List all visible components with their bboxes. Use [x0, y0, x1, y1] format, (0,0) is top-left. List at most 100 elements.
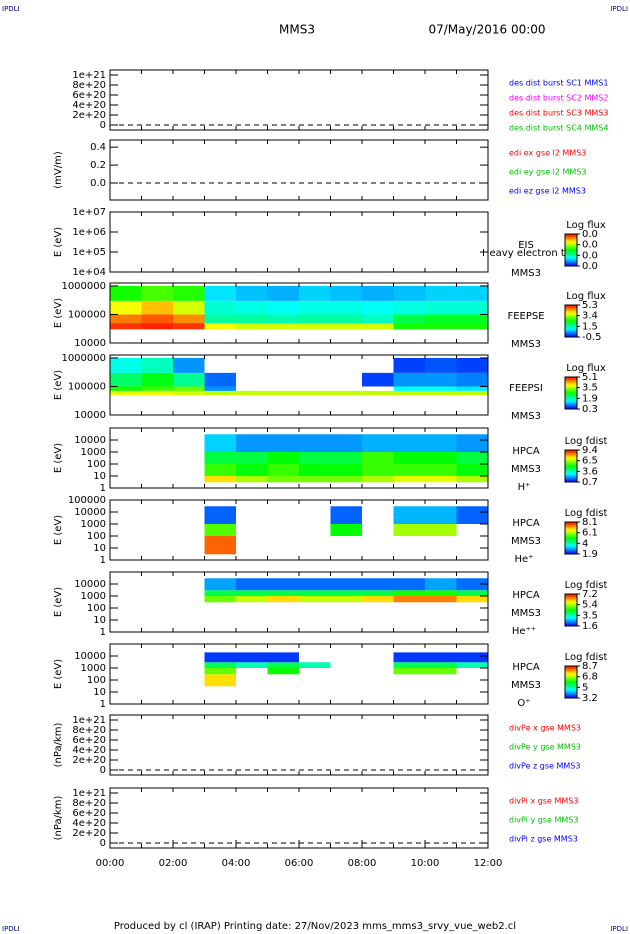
- colorbar-segment: [565, 333, 577, 336]
- spacecraft-label: MMS3: [511, 268, 541, 279]
- legend-entry: des dist burst SC1 MMS1: [509, 79, 608, 88]
- legend-entry: divPi x gse MMS3: [509, 797, 578, 806]
- colorbar-segment: [565, 614, 577, 617]
- spectrogram-cell: [362, 464, 394, 476]
- spectrogram-cell: [267, 390, 299, 396]
- spectrogram-cell: [204, 596, 236, 603]
- y-axis-label: E (eV): [53, 587, 64, 617]
- species-label: H⁺: [518, 482, 531, 493]
- colorbar-segment: [565, 611, 577, 614]
- colorbar-title: Log fdist: [565, 508, 608, 519]
- spectrogram-cell: [425, 285, 457, 301]
- colorbar-segment: [565, 308, 577, 311]
- spectrogram-cell: [204, 476, 236, 483]
- panel-frame: [109, 211, 489, 273]
- y-tick-label: 100: [87, 675, 106, 686]
- colorbar-segment: [565, 613, 577, 616]
- colorbar-segment: [565, 313, 577, 316]
- colorbar-segment: [565, 327, 577, 330]
- y-tick-label: 1: [100, 699, 106, 710]
- colorbar-segment: [565, 456, 577, 459]
- spectrogram-cell: [299, 285, 331, 301]
- spectrogram-cell: [141, 285, 173, 301]
- colorbar-segment: [565, 306, 577, 309]
- colorbar-title: Log flux: [566, 363, 606, 374]
- spectrogram-cell: [393, 314, 425, 324]
- colorbar-segment: [565, 377, 577, 380]
- spectrogram-cell: [425, 662, 457, 668]
- spectrogram-cell: [204, 285, 236, 301]
- colorbar-segment: [565, 605, 577, 608]
- y-tick-label: 100: [87, 603, 106, 614]
- spectrogram-cell: [299, 476, 331, 483]
- instrument-label: HPCA: [512, 518, 540, 529]
- colorbar-segment: [565, 453, 577, 456]
- spacecraft-label: MMS3: [511, 339, 541, 350]
- legend-entry: divPe x gse MMS3: [509, 724, 581, 733]
- species-label: He⁺⁺: [512, 626, 536, 637]
- spectrogram-cell: [393, 506, 425, 524]
- colorbar-segment: [565, 597, 577, 600]
- colorbar-title: Log fdist: [565, 580, 608, 591]
- spectrogram-cell: [236, 662, 268, 668]
- colorbar-segment: [565, 536, 577, 539]
- colorbar-segment: [565, 405, 577, 408]
- y-axis-label: E (eV): [53, 298, 64, 328]
- colorbar-segment: [565, 616, 577, 619]
- colorbar-segment: [565, 667, 577, 670]
- colorbar-tick-label: 1.6: [582, 621, 598, 632]
- colorbar-segment: [565, 534, 577, 537]
- legend-entry: des dist burst SC3 MMS3: [509, 109, 608, 118]
- panel-frame: [109, 139, 489, 201]
- colorbar-segment: [565, 670, 577, 673]
- x-tick-label: 08:00: [348, 858, 377, 869]
- colorbar-tick-label: 0.0: [582, 250, 598, 261]
- spectrogram-cell: [299, 596, 331, 603]
- spectrogram-cell: [330, 434, 362, 452]
- colorbar-segment: [565, 256, 577, 259]
- spectrogram-cell: [362, 434, 394, 452]
- colorbar-segment: [565, 470, 577, 473]
- colorbar-segment: [565, 523, 577, 526]
- colorbar-segment: [565, 264, 577, 267]
- spectrogram-cell: [267, 662, 299, 668]
- spectrogram-cell: [330, 524, 362, 536]
- y-tick-label: 100: [87, 459, 106, 470]
- colorbar-segment: [565, 675, 577, 678]
- spectrogram-cell: [141, 314, 173, 324]
- y-tick-label: 2e+20: [72, 828, 106, 839]
- colorbar-segment: [565, 240, 577, 243]
- spectrogram-cell: [330, 464, 362, 476]
- colorbar-tick-label: 5: [582, 682, 588, 693]
- y-tick-label: 1e+21: [72, 715, 106, 726]
- colorbar-frame: [564, 376, 578, 410]
- colorbar-segment: [565, 530, 577, 533]
- colorbar-tick-label: 5.3: [582, 300, 598, 311]
- y-tick-label: 1e+21: [72, 70, 106, 81]
- spectrogram-cell: [362, 390, 394, 396]
- colorbar-tick-label: 6.1: [582, 528, 598, 539]
- spectrogram-cell: [456, 372, 488, 387]
- y-tick-label: 1000000: [61, 353, 106, 364]
- y-tick-label: 100: [87, 531, 106, 542]
- colorbar-segment: [565, 595, 577, 598]
- colorbar-tick-label: 5.4: [582, 600, 598, 611]
- spectrogram-cell: [362, 476, 394, 483]
- spectrogram-cell: [141, 390, 173, 396]
- colorbar-segment: [565, 528, 577, 531]
- colorbar-segment: [565, 464, 577, 467]
- colorbar-segment: [565, 402, 577, 405]
- spectrogram-cell: [425, 452, 457, 464]
- colorbar-tick-label: 6.5: [582, 456, 598, 467]
- colorbar-title: Log fdist: [565, 652, 608, 663]
- spectrogram-cell: [204, 372, 236, 387]
- colorbar-segment: [565, 391, 577, 394]
- y-tick-label: 10000: [74, 651, 106, 662]
- spectrogram-cell: [110, 323, 142, 330]
- y-tick-label: 2e+20: [72, 755, 106, 766]
- y-tick-label: 10000: [74, 410, 106, 421]
- y-tick-label: 10: [93, 471, 106, 482]
- colorbar-segment: [565, 546, 577, 549]
- spectrogram-cell: [393, 652, 425, 663]
- x-tick-label: 00:00: [96, 858, 125, 869]
